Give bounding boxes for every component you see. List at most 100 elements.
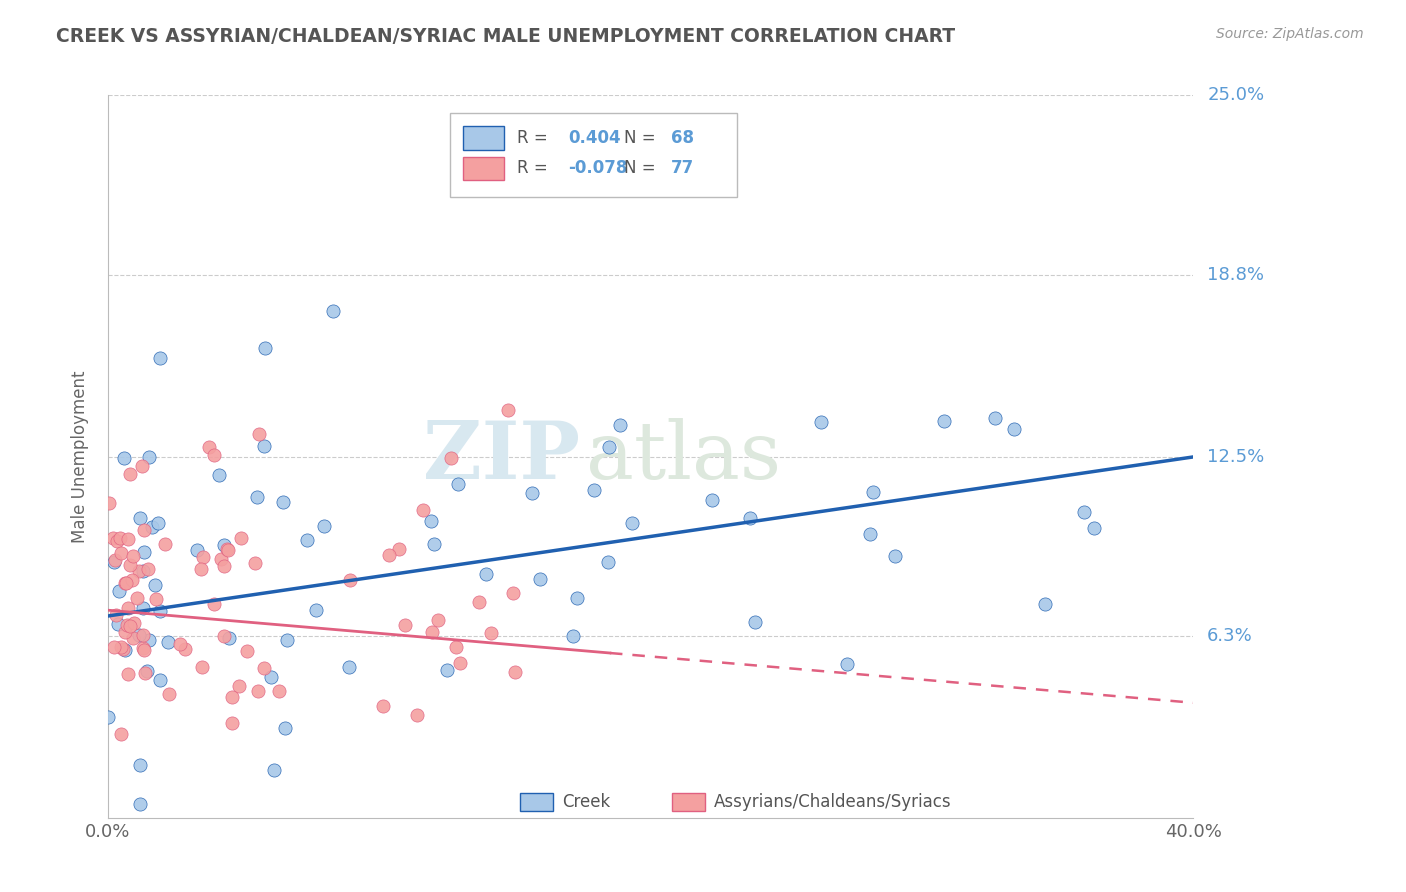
Point <box>505 665 527 679</box>
Point <box>138 632 160 647</box>
Point <box>101 532 124 546</box>
Point <box>565 591 588 605</box>
Point <box>394 617 416 632</box>
Point <box>209 552 232 566</box>
Point <box>138 450 160 464</box>
Point <box>231 531 253 545</box>
Point <box>107 616 129 631</box>
Point <box>228 679 250 693</box>
Point <box>143 578 166 592</box>
Text: -0.078: -0.078 <box>568 160 627 178</box>
Point <box>253 341 276 355</box>
Point <box>121 573 143 587</box>
Point <box>155 537 177 551</box>
Point <box>115 617 138 632</box>
Point <box>479 625 502 640</box>
Point <box>198 440 221 454</box>
Point <box>243 557 266 571</box>
Point <box>436 664 458 678</box>
Point <box>862 484 884 499</box>
Point <box>149 351 172 366</box>
Point <box>212 559 235 574</box>
Point <box>502 585 524 599</box>
Point <box>700 493 723 508</box>
Point <box>582 483 605 498</box>
Point <box>246 490 269 504</box>
Point <box>145 592 167 607</box>
Point <box>202 598 225 612</box>
Text: Source: ZipAtlas.com: Source: ZipAtlas.com <box>1216 27 1364 41</box>
FancyBboxPatch shape <box>463 157 505 180</box>
Point <box>141 520 163 534</box>
Point <box>110 546 132 560</box>
Point <box>111 642 134 657</box>
Point <box>132 545 155 559</box>
Point <box>105 533 128 548</box>
Point <box>114 575 136 590</box>
Point <box>117 667 139 681</box>
Point <box>132 523 155 537</box>
Text: R =: R = <box>517 129 553 147</box>
Point <box>274 721 297 735</box>
Point <box>412 503 434 517</box>
Point <box>97 710 120 724</box>
Point <box>108 583 131 598</box>
Point <box>221 690 243 704</box>
Point <box>932 414 955 428</box>
Point <box>136 664 159 678</box>
Point <box>120 619 142 633</box>
Point <box>207 468 229 483</box>
Point <box>134 665 156 680</box>
Point <box>128 565 150 579</box>
Point <box>104 553 127 567</box>
Text: Creek: Creek <box>561 793 610 811</box>
Point <box>217 541 239 556</box>
Point <box>212 629 235 643</box>
Point <box>136 562 159 576</box>
Point <box>405 707 427 722</box>
FancyBboxPatch shape <box>450 113 738 196</box>
Text: 0.404: 0.404 <box>568 129 621 147</box>
Point <box>312 518 335 533</box>
Point <box>522 485 544 500</box>
Point <box>202 448 225 462</box>
Point <box>108 531 131 545</box>
Point <box>378 549 401 563</box>
FancyBboxPatch shape <box>463 127 505 150</box>
Y-axis label: Male Unemployment: Male Unemployment <box>72 371 89 543</box>
Point <box>103 555 125 569</box>
Point <box>122 616 145 631</box>
Point <box>253 660 276 674</box>
Point <box>267 683 290 698</box>
Point <box>98 495 121 509</box>
Point <box>118 558 141 573</box>
Point <box>149 673 172 688</box>
Text: R =: R = <box>517 160 553 178</box>
Point <box>444 640 467 654</box>
Point <box>218 631 240 645</box>
Point <box>128 797 150 811</box>
FancyBboxPatch shape <box>672 793 704 811</box>
Point <box>598 440 620 454</box>
Point <box>103 640 125 654</box>
Point <box>114 576 136 591</box>
Point <box>110 726 132 740</box>
Point <box>305 603 328 617</box>
Point <box>1073 505 1095 519</box>
Point <box>449 656 471 670</box>
Point <box>117 601 139 615</box>
Point <box>121 632 143 646</box>
Point <box>156 634 179 648</box>
Point <box>253 439 276 453</box>
Point <box>373 698 395 713</box>
Point <box>120 467 142 482</box>
Point <box>128 628 150 642</box>
Point <box>193 549 215 564</box>
Point <box>1033 597 1056 611</box>
Point <box>562 629 585 643</box>
Point <box>148 516 170 531</box>
Point <box>169 637 191 651</box>
Point <box>810 415 832 429</box>
Text: atlas: atlas <box>585 418 780 496</box>
Point <box>246 683 269 698</box>
